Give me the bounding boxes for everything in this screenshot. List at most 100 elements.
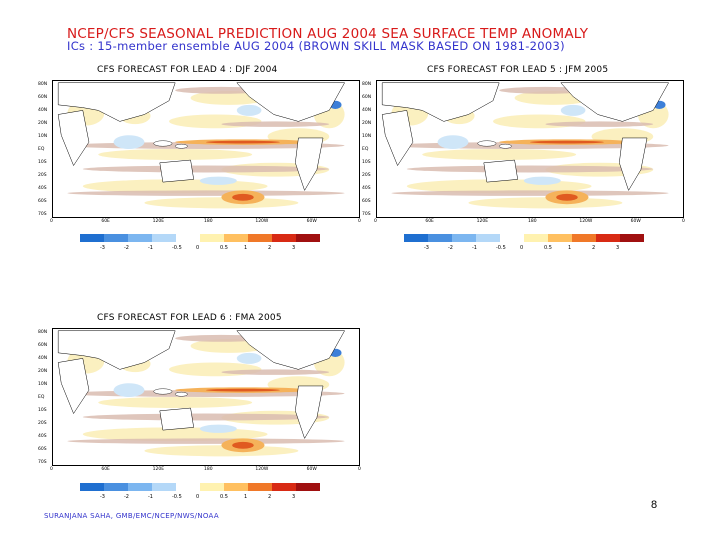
colorbar-swatch <box>176 483 200 491</box>
colorbar-label: -2 <box>124 494 129 500</box>
colorbar-swatch <box>548 234 572 242</box>
latitude-label: 60S <box>38 199 47 204</box>
colorbar-label: 0.5 <box>220 494 228 500</box>
latitude-label: 20S <box>38 421 47 426</box>
colorbar-swatch <box>404 234 428 242</box>
latitude-label: 40N <box>362 108 372 113</box>
colorbar-swatch <box>428 234 452 242</box>
latitude-label: 60N <box>362 95 372 100</box>
colorbar-swatch <box>152 234 176 242</box>
colorbar-label: -3 <box>100 245 105 251</box>
latitude-label: 70S <box>362 212 371 217</box>
latitude-label: 40S <box>38 186 47 191</box>
colorbar-swatch <box>128 234 152 242</box>
colorbar-label: 1 <box>244 245 248 251</box>
latitude-label: 20N <box>362 121 372 126</box>
colorbar-swatch <box>128 483 152 491</box>
latitude-label: 20N <box>38 121 48 126</box>
colorbar-swatch <box>248 483 272 491</box>
latitude-label: 60S <box>362 199 371 204</box>
longitude-label: 120E <box>152 219 165 224</box>
colorbar-swatch <box>200 234 224 242</box>
latitude-label: 40N <box>38 108 48 113</box>
sst-anomaly-map <box>376 80 684 218</box>
colorbar-label: 0 <box>196 494 200 500</box>
latitude-label: 10N <box>38 382 48 387</box>
colorbar-label: -3 <box>100 494 105 500</box>
longitude-label: 180 <box>204 467 213 472</box>
latitude-label: 60S <box>38 447 47 452</box>
longitude-label: 0 <box>374 219 377 224</box>
colorbar-swatch <box>104 234 128 242</box>
colorbar-label: -0.5 <box>172 494 182 500</box>
longitude-label: 60E <box>425 219 434 224</box>
sst-anomaly-map <box>52 80 360 218</box>
latitude-label: 40N <box>38 356 48 361</box>
latitude-label: 40S <box>362 186 371 191</box>
panel-title: CFS FORECAST FOR LEAD 4 : DJF 2004 <box>97 65 278 75</box>
colorbar-label: 3 <box>616 245 620 251</box>
longitude-label: 0 <box>358 219 361 224</box>
colorbar-label: 3 <box>292 245 296 251</box>
longitude-label: 180 <box>528 219 537 224</box>
longitude-label: 0 <box>50 467 53 472</box>
colorbar-label: 3 <box>292 494 296 500</box>
longitude-label: 0 <box>50 219 53 224</box>
colorbar-swatch <box>176 234 200 242</box>
footer-credit: SURANJANA SAHA, GMB/EMC/NCEP/NWS/NOAA <box>44 512 219 520</box>
colorbar-swatch <box>296 234 320 242</box>
colorbar <box>80 483 320 491</box>
colorbar-swatch <box>524 234 548 242</box>
colorbar-label: -3 <box>424 245 429 251</box>
latitude-label: 10S <box>38 408 47 413</box>
main-subtitle: ICs : 15-member ensemble AUG 2004 (BROWN… <box>67 39 565 53</box>
colorbar-label: 0 <box>520 245 524 251</box>
latitude-label: 10S <box>38 160 47 165</box>
longitude-label: 0 <box>358 467 361 472</box>
colorbar-swatch <box>224 483 248 491</box>
colorbar-label: 2 <box>268 494 272 500</box>
colorbar-label: -1 <box>148 245 153 251</box>
colorbar-swatch <box>152 483 176 491</box>
latitude-label: 40S <box>38 434 47 439</box>
colorbar-label: -0.5 <box>172 245 182 251</box>
colorbar <box>404 234 644 242</box>
longitude-label: 120E <box>476 219 489 224</box>
longitude-label: 60W <box>306 467 317 472</box>
sst-anomaly-map <box>52 328 360 466</box>
colorbar-swatch <box>200 483 224 491</box>
latitude-label: 10N <box>362 134 372 139</box>
colorbar-label: -1 <box>148 494 153 500</box>
colorbar-swatch <box>296 483 320 491</box>
longitude-label: 120W <box>255 219 269 224</box>
longitude-label: 60E <box>101 467 110 472</box>
longitude-label: 120W <box>579 219 593 224</box>
colorbar-label: -2 <box>124 245 129 251</box>
colorbar <box>80 234 320 242</box>
colorbar-swatch <box>572 234 596 242</box>
panel-title: CFS FORECAST FOR LEAD 5 : JFM 2005 <box>427 65 609 75</box>
latitude-label: EQ <box>38 147 45 152</box>
colorbar-swatch <box>620 234 644 242</box>
colorbar-label: 0.5 <box>220 245 228 251</box>
longitude-label: 60W <box>306 219 317 224</box>
colorbar-label: 0.5 <box>544 245 552 251</box>
colorbar-label: -1 <box>472 245 477 251</box>
longitude-label: 60E <box>101 219 110 224</box>
colorbar-swatch <box>80 483 104 491</box>
latitude-label: EQ <box>38 395 45 400</box>
longitude-label: 60W <box>630 219 641 224</box>
colorbar-swatch <box>476 234 500 242</box>
colorbar-label: 2 <box>592 245 596 251</box>
colorbar-label: 2 <box>268 245 272 251</box>
colorbar-label: 1 <box>244 494 248 500</box>
longitude-label: 180 <box>204 219 213 224</box>
latitude-label: 70S <box>38 460 47 465</box>
latitude-label: 60N <box>38 95 48 100</box>
latitude-label: 10S <box>362 160 371 165</box>
latitude-label: EQ <box>362 147 369 152</box>
latitude-label: 80N <box>38 330 48 335</box>
colorbar-label: -2 <box>448 245 453 251</box>
colorbar-swatch <box>272 483 296 491</box>
colorbar-swatch <box>248 234 272 242</box>
